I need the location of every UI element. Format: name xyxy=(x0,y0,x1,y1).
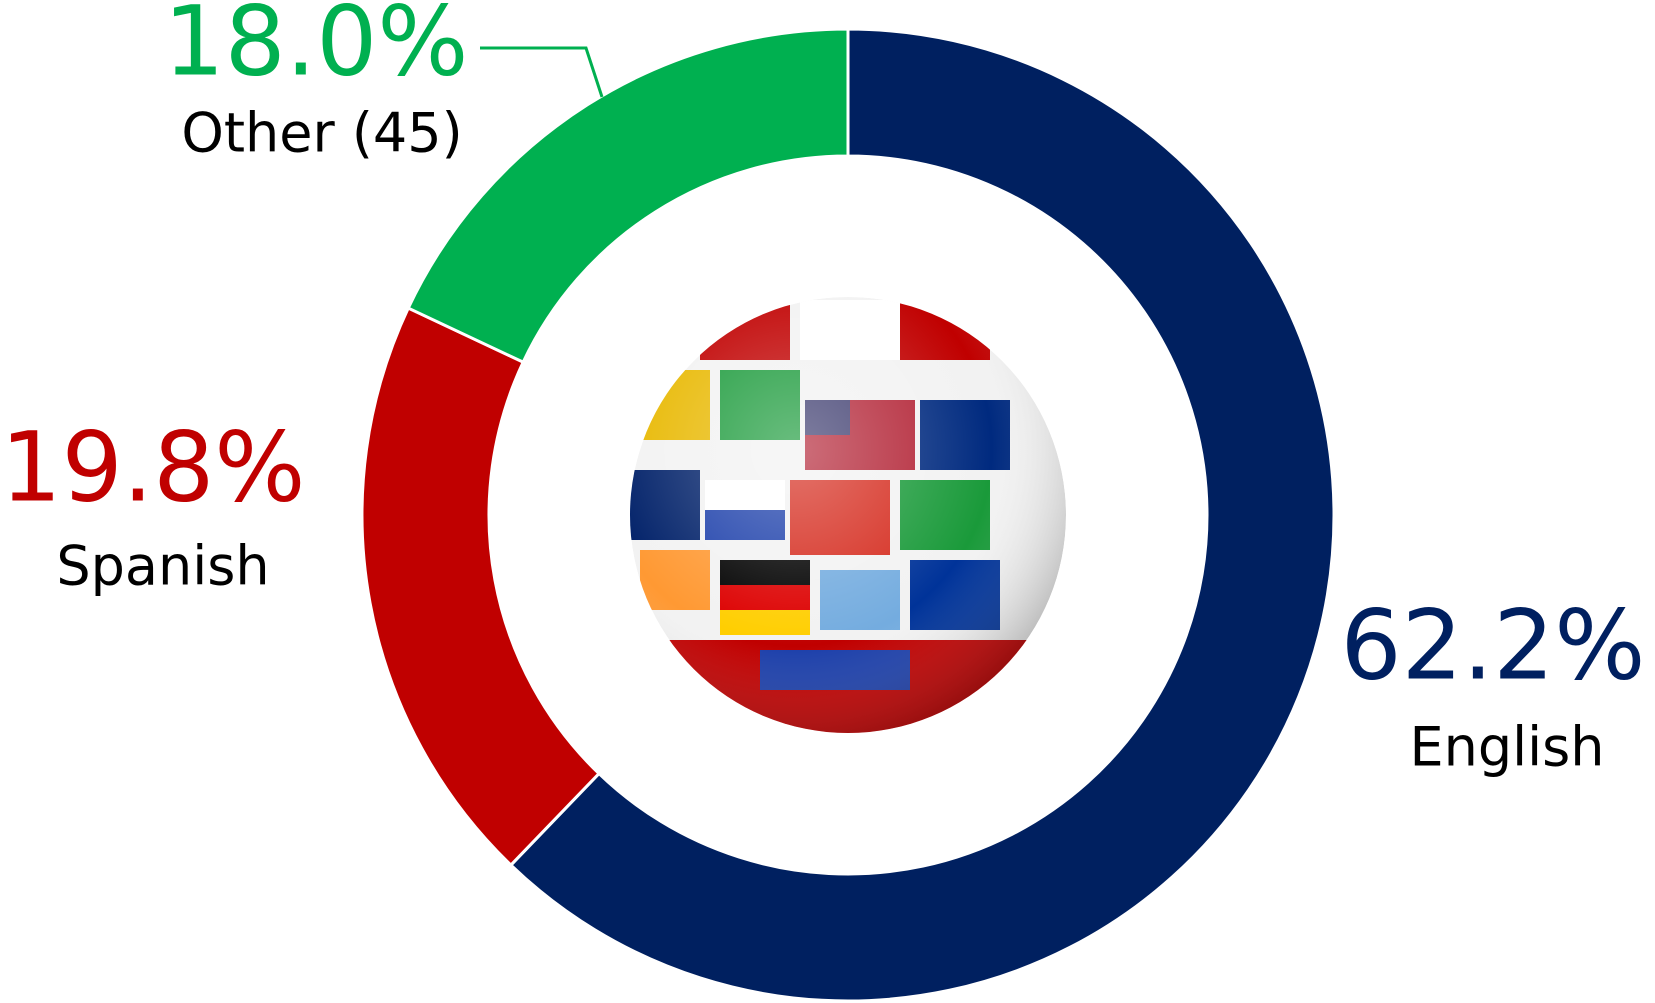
donut-segment xyxy=(360,306,602,868)
leader-line xyxy=(480,46,604,98)
donut-segment xyxy=(406,27,850,365)
category-label: English xyxy=(1410,716,1605,779)
donut-segment xyxy=(508,27,1336,1003)
category-label: Spanish xyxy=(56,535,269,598)
value-label: 62.2% xyxy=(1341,589,1646,701)
globe xyxy=(630,297,1066,733)
value-label: 19.8% xyxy=(1,411,306,523)
value-label: 18.0% xyxy=(164,0,469,97)
category-label: Other (45) xyxy=(181,102,462,165)
